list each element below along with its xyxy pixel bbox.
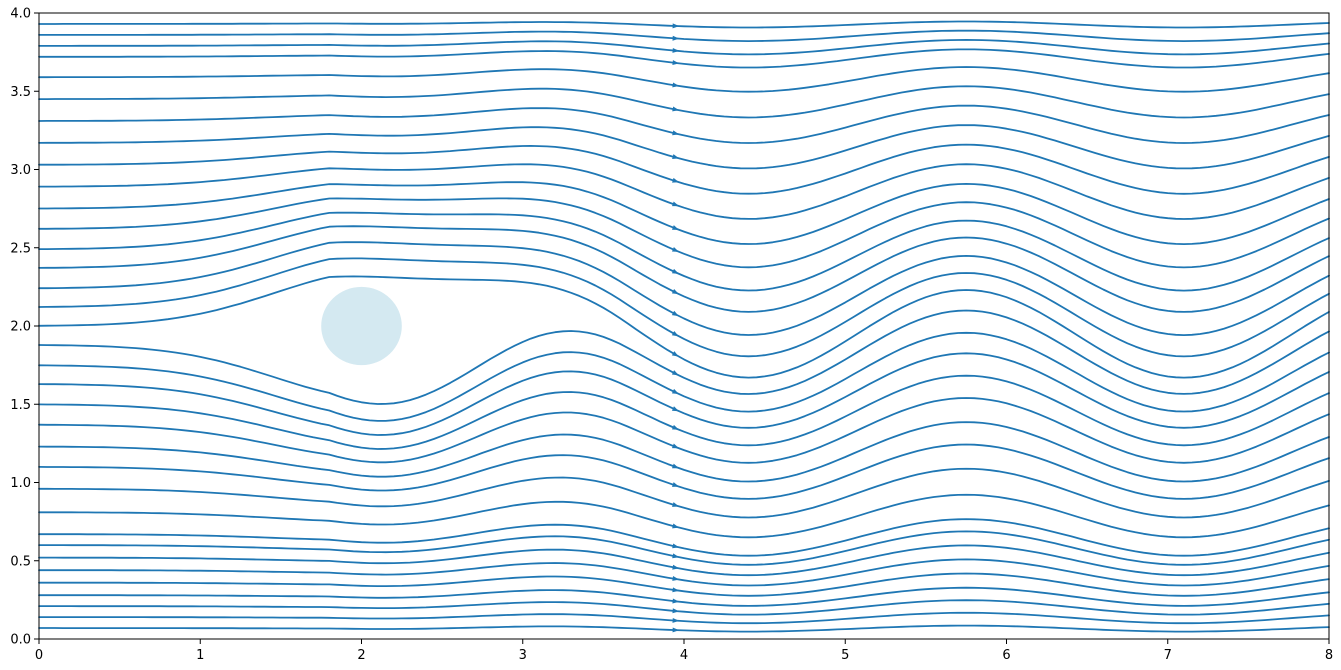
streamline-20 bbox=[38, 241, 1330, 336]
streamline-34 bbox=[38, 20, 1330, 29]
streamline-25 bbox=[38, 163, 1330, 220]
streamline-16 bbox=[38, 331, 1330, 422]
y-tick-label: 1.0 bbox=[10, 476, 31, 491]
streamline-arrow-27 bbox=[672, 154, 680, 159]
x-tick-label: 2 bbox=[357, 648, 365, 663]
streamline-22 bbox=[38, 211, 1330, 292]
streamline-arrow-3 bbox=[672, 598, 680, 604]
streamline-11 bbox=[38, 443, 1330, 500]
streamline-7 bbox=[38, 530, 1330, 566]
streamline-32 bbox=[38, 39, 1330, 56]
streamline-14 bbox=[38, 374, 1330, 450]
streamline-arrow-18 bbox=[671, 351, 679, 357]
y-axis: 0.0 0.5 1.0 1.5 2.0 2.5 3.0 3.5 4.0 bbox=[10, 7, 39, 648]
streamline-0 bbox=[38, 624, 1330, 633]
streamline-15 bbox=[38, 352, 1330, 436]
streamline-12 bbox=[38, 421, 1330, 483]
streamline-arrow-6 bbox=[672, 564, 680, 570]
streamline-arrow-10 bbox=[672, 502, 680, 507]
streamline-arrow-22 bbox=[671, 268, 679, 274]
streamline-arrow-19 bbox=[671, 330, 679, 337]
y-tick-label: 0.0 bbox=[10, 633, 31, 648]
streamline-5 bbox=[38, 558, 1330, 587]
y-tick-label: 0.5 bbox=[10, 554, 31, 569]
streamline-arrow-21 bbox=[671, 288, 679, 295]
streamline-arrow-2 bbox=[672, 608, 680, 614]
streamline-arrow-25 bbox=[671, 201, 680, 207]
streamline-8 bbox=[38, 518, 1330, 557]
streamline-arrow-5 bbox=[672, 576, 680, 581]
streamline-arrow-17 bbox=[671, 370, 679, 376]
streamline-arrow-13 bbox=[671, 443, 679, 449]
streamline-arrow-26 bbox=[672, 177, 680, 183]
streamline-arrow-4 bbox=[672, 587, 680, 593]
streamline-arrow-11 bbox=[672, 482, 680, 487]
streamline-13 bbox=[38, 397, 1330, 464]
y-tick-label: 3.5 bbox=[10, 85, 31, 100]
x-tick-label: 0 bbox=[35, 648, 43, 663]
x-tick-label: 8 bbox=[1325, 648, 1333, 663]
streamline-arrow-30 bbox=[672, 82, 680, 88]
streamline-arrow-0 bbox=[672, 627, 680, 633]
streamline-30 bbox=[38, 66, 1330, 93]
x-tick-label: 5 bbox=[841, 648, 849, 663]
y-tick-label: 3.0 bbox=[10, 163, 31, 178]
y-tick-label: 2.0 bbox=[10, 320, 31, 335]
streamline-10 bbox=[38, 467, 1330, 519]
x-tick-label: 3 bbox=[519, 648, 527, 663]
obstacle-cylinder bbox=[321, 286, 402, 366]
streamline-arrow-32 bbox=[672, 47, 680, 53]
streamline-21 bbox=[38, 225, 1330, 313]
y-tick-label: 1.5 bbox=[10, 398, 31, 413]
streamline-arrow-14 bbox=[671, 424, 679, 430]
streamline-arrow-28 bbox=[672, 130, 680, 136]
streamline-27 bbox=[38, 124, 1330, 170]
streamline-arrow-31 bbox=[672, 60, 680, 66]
streamline-arrow-23 bbox=[671, 246, 679, 252]
x-axis: 0 1 2 3 4 5 6 7 8 bbox=[35, 639, 1333, 663]
streamline-arrow-15 bbox=[671, 406, 679, 412]
streamline-23 bbox=[38, 197, 1330, 269]
x-tick-label: 4 bbox=[680, 648, 688, 663]
y-tick-label: 4.0 bbox=[10, 7, 31, 22]
streamline-33 bbox=[38, 29, 1330, 42]
streamline-arrow-24 bbox=[671, 225, 680, 230]
streamline-6 bbox=[38, 544, 1330, 577]
streamline-arrow-16 bbox=[671, 388, 679, 395]
streamline-29 bbox=[38, 85, 1330, 119]
x-tick-label: 1 bbox=[196, 648, 204, 663]
streamline-arrow-33 bbox=[672, 35, 680, 41]
streamline-arrow-1 bbox=[672, 617, 680, 623]
streamline-arrow-7 bbox=[672, 553, 680, 559]
streamline-arrow-34 bbox=[672, 23, 680, 29]
streamline-28 bbox=[38, 104, 1330, 144]
streamline-arrow-8 bbox=[672, 543, 680, 549]
streamline-arrow-12 bbox=[671, 463, 680, 469]
streamline-17 bbox=[38, 309, 1330, 405]
y-tick-label: 2.5 bbox=[10, 241, 31, 256]
streamline-1 bbox=[38, 611, 1330, 625]
streamline-arrow-29 bbox=[672, 106, 680, 112]
streamline-31 bbox=[38, 48, 1330, 69]
plot-area bbox=[38, 20, 1330, 633]
streamline-19 bbox=[38, 257, 1330, 358]
streamline-26 bbox=[38, 143, 1330, 195]
streamline-9 bbox=[38, 493, 1330, 539]
streamline-18 bbox=[38, 275, 1330, 379]
x-tick-label: 6 bbox=[1002, 648, 1010, 663]
streamline-arrow-9 bbox=[672, 523, 680, 529]
streamline-3 bbox=[38, 586, 1330, 607]
x-tick-label: 7 bbox=[1164, 648, 1172, 663]
streamline-arrow-20 bbox=[671, 310, 679, 317]
streamline-24 bbox=[38, 181, 1330, 245]
streamline-4 bbox=[38, 572, 1330, 597]
streamline-2 bbox=[38, 599, 1330, 616]
